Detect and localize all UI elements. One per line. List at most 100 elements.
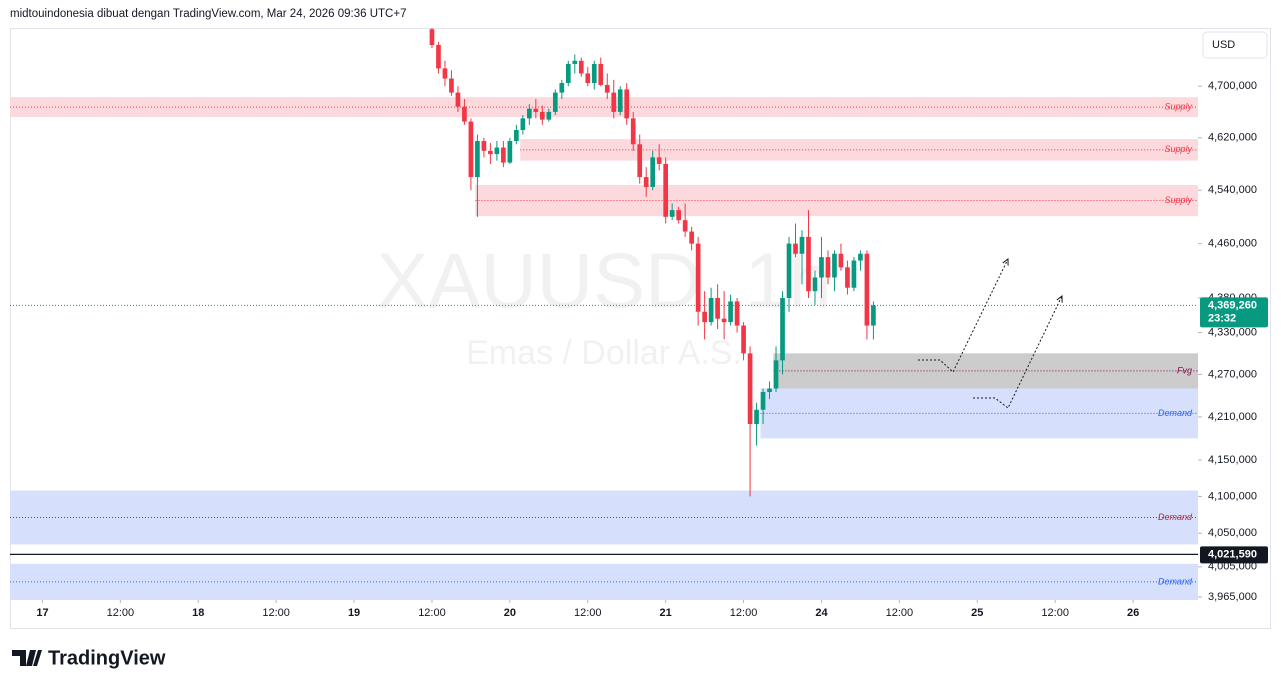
candle-body [780,298,785,361]
candle-body [449,78,454,93]
zone-label: Supply [1164,195,1192,205]
y-tick-label: 4,100,000 [1208,490,1257,502]
candle-body [812,277,818,292]
candle-body [455,92,461,107]
candle-body [611,92,617,112]
candle-body [475,141,480,178]
candle-body [656,157,662,164]
x-tick-label: 19 [348,607,360,619]
candle-body [488,150,493,155]
candle-body [481,141,487,151]
y-tick-label: 4,620,000 [1208,132,1257,144]
y-tick-label: 4,270,000 [1208,368,1257,380]
x-tick-label: 26 [1127,607,1139,619]
candle-body [858,253,863,261]
candle-body [559,83,565,93]
candle-body [520,118,526,130]
candle-body [468,121,474,178]
candle-body [832,253,837,278]
candle-body [682,220,688,232]
y-tick-label: 4,540,000 [1208,184,1257,196]
candle-body [663,163,669,217]
candle-body [598,63,604,85]
candle-body [851,260,857,288]
price-tag-label: 23:32 [1208,312,1236,324]
candle-body [838,253,844,268]
candle-body [708,298,714,323]
y-tick-label: 3,965,000 [1208,591,1257,603]
candle-body [494,147,500,155]
x-tick-label: 20 [504,607,516,619]
candle-body [695,243,701,312]
price-tag [1200,546,1268,564]
candle-body [760,392,766,410]
candle-body [734,301,740,326]
candle-body [462,106,467,122]
y-tick-label: 4,150,000 [1208,454,1257,466]
x-tick-label: 25 [971,607,983,619]
candle-body [864,253,870,326]
candle-body [442,68,448,79]
candle-body [799,236,805,254]
zone [760,388,1198,439]
candle-body [871,305,876,326]
zone-label: Demand [1158,576,1193,586]
candle-body [676,210,681,221]
candle-body [721,318,727,323]
x-tick-label: 12:00 [730,607,758,619]
candle-body [604,84,610,93]
candle-body [741,325,746,354]
candle-body [572,60,578,64]
currency-button[interactable] [1202,31,1268,59]
candle-body [533,108,539,112]
x-tick-label: 12:00 [262,607,290,619]
y-tick-label: 4,330,000 [1208,326,1257,338]
candle-body [429,29,435,45]
candle-body [825,257,831,278]
x-tick-label: 12:00 [418,607,446,619]
candle-body [565,63,571,84]
logo: TradingView [12,647,166,669]
price-tag [1200,297,1268,328]
candle-body [819,257,824,278]
candle-body [546,111,552,120]
candle-body [578,60,584,74]
zone [520,139,1198,161]
candle-body [845,267,850,288]
header: midtouindonesia dibuat dengan TradingVie… [10,8,406,20]
candle-body [754,409,759,425]
x-tick-label: 18 [192,607,204,619]
y-tick-label: 4,005,000 [1208,561,1257,573]
candle-body [514,129,519,142]
y-tick-label: 4,210,000 [1208,411,1257,423]
candle-body [591,63,597,84]
price-tag-label: 4,021,590 [1208,548,1257,560]
zone-label: Demand [1158,512,1193,522]
projection-arrows [918,259,1062,409]
zone-label: Demand [1158,408,1193,418]
candle-body [527,108,532,119]
candle-body [552,92,558,112]
x-tick-label: 21 [660,607,672,619]
logo-text: TradingView [48,647,166,669]
price-tag-label: 4,369,260 [1208,299,1257,311]
zone [773,353,1198,389]
x-tick-label: 12:00 [574,607,602,619]
zone-label: Fvg [1177,365,1192,375]
candle-body [773,360,779,389]
candle-body [747,353,753,425]
candle-body [507,141,513,163]
y-tick-label: 4,050,000 [1208,527,1257,539]
candle-body [617,89,623,112]
candle-body [786,243,792,299]
candle-body [728,301,733,323]
watermark: XAUUSD, 1h [376,237,831,325]
zone-label: Supply [1164,144,1192,154]
candle-body [585,73,591,84]
candle-body [793,243,798,254]
x-tick-label: 17 [36,607,48,619]
frame [10,28,1271,629]
x-tick-label: 12:00 [886,607,914,619]
currency: USD [1212,39,1235,51]
candle-body [501,147,506,163]
